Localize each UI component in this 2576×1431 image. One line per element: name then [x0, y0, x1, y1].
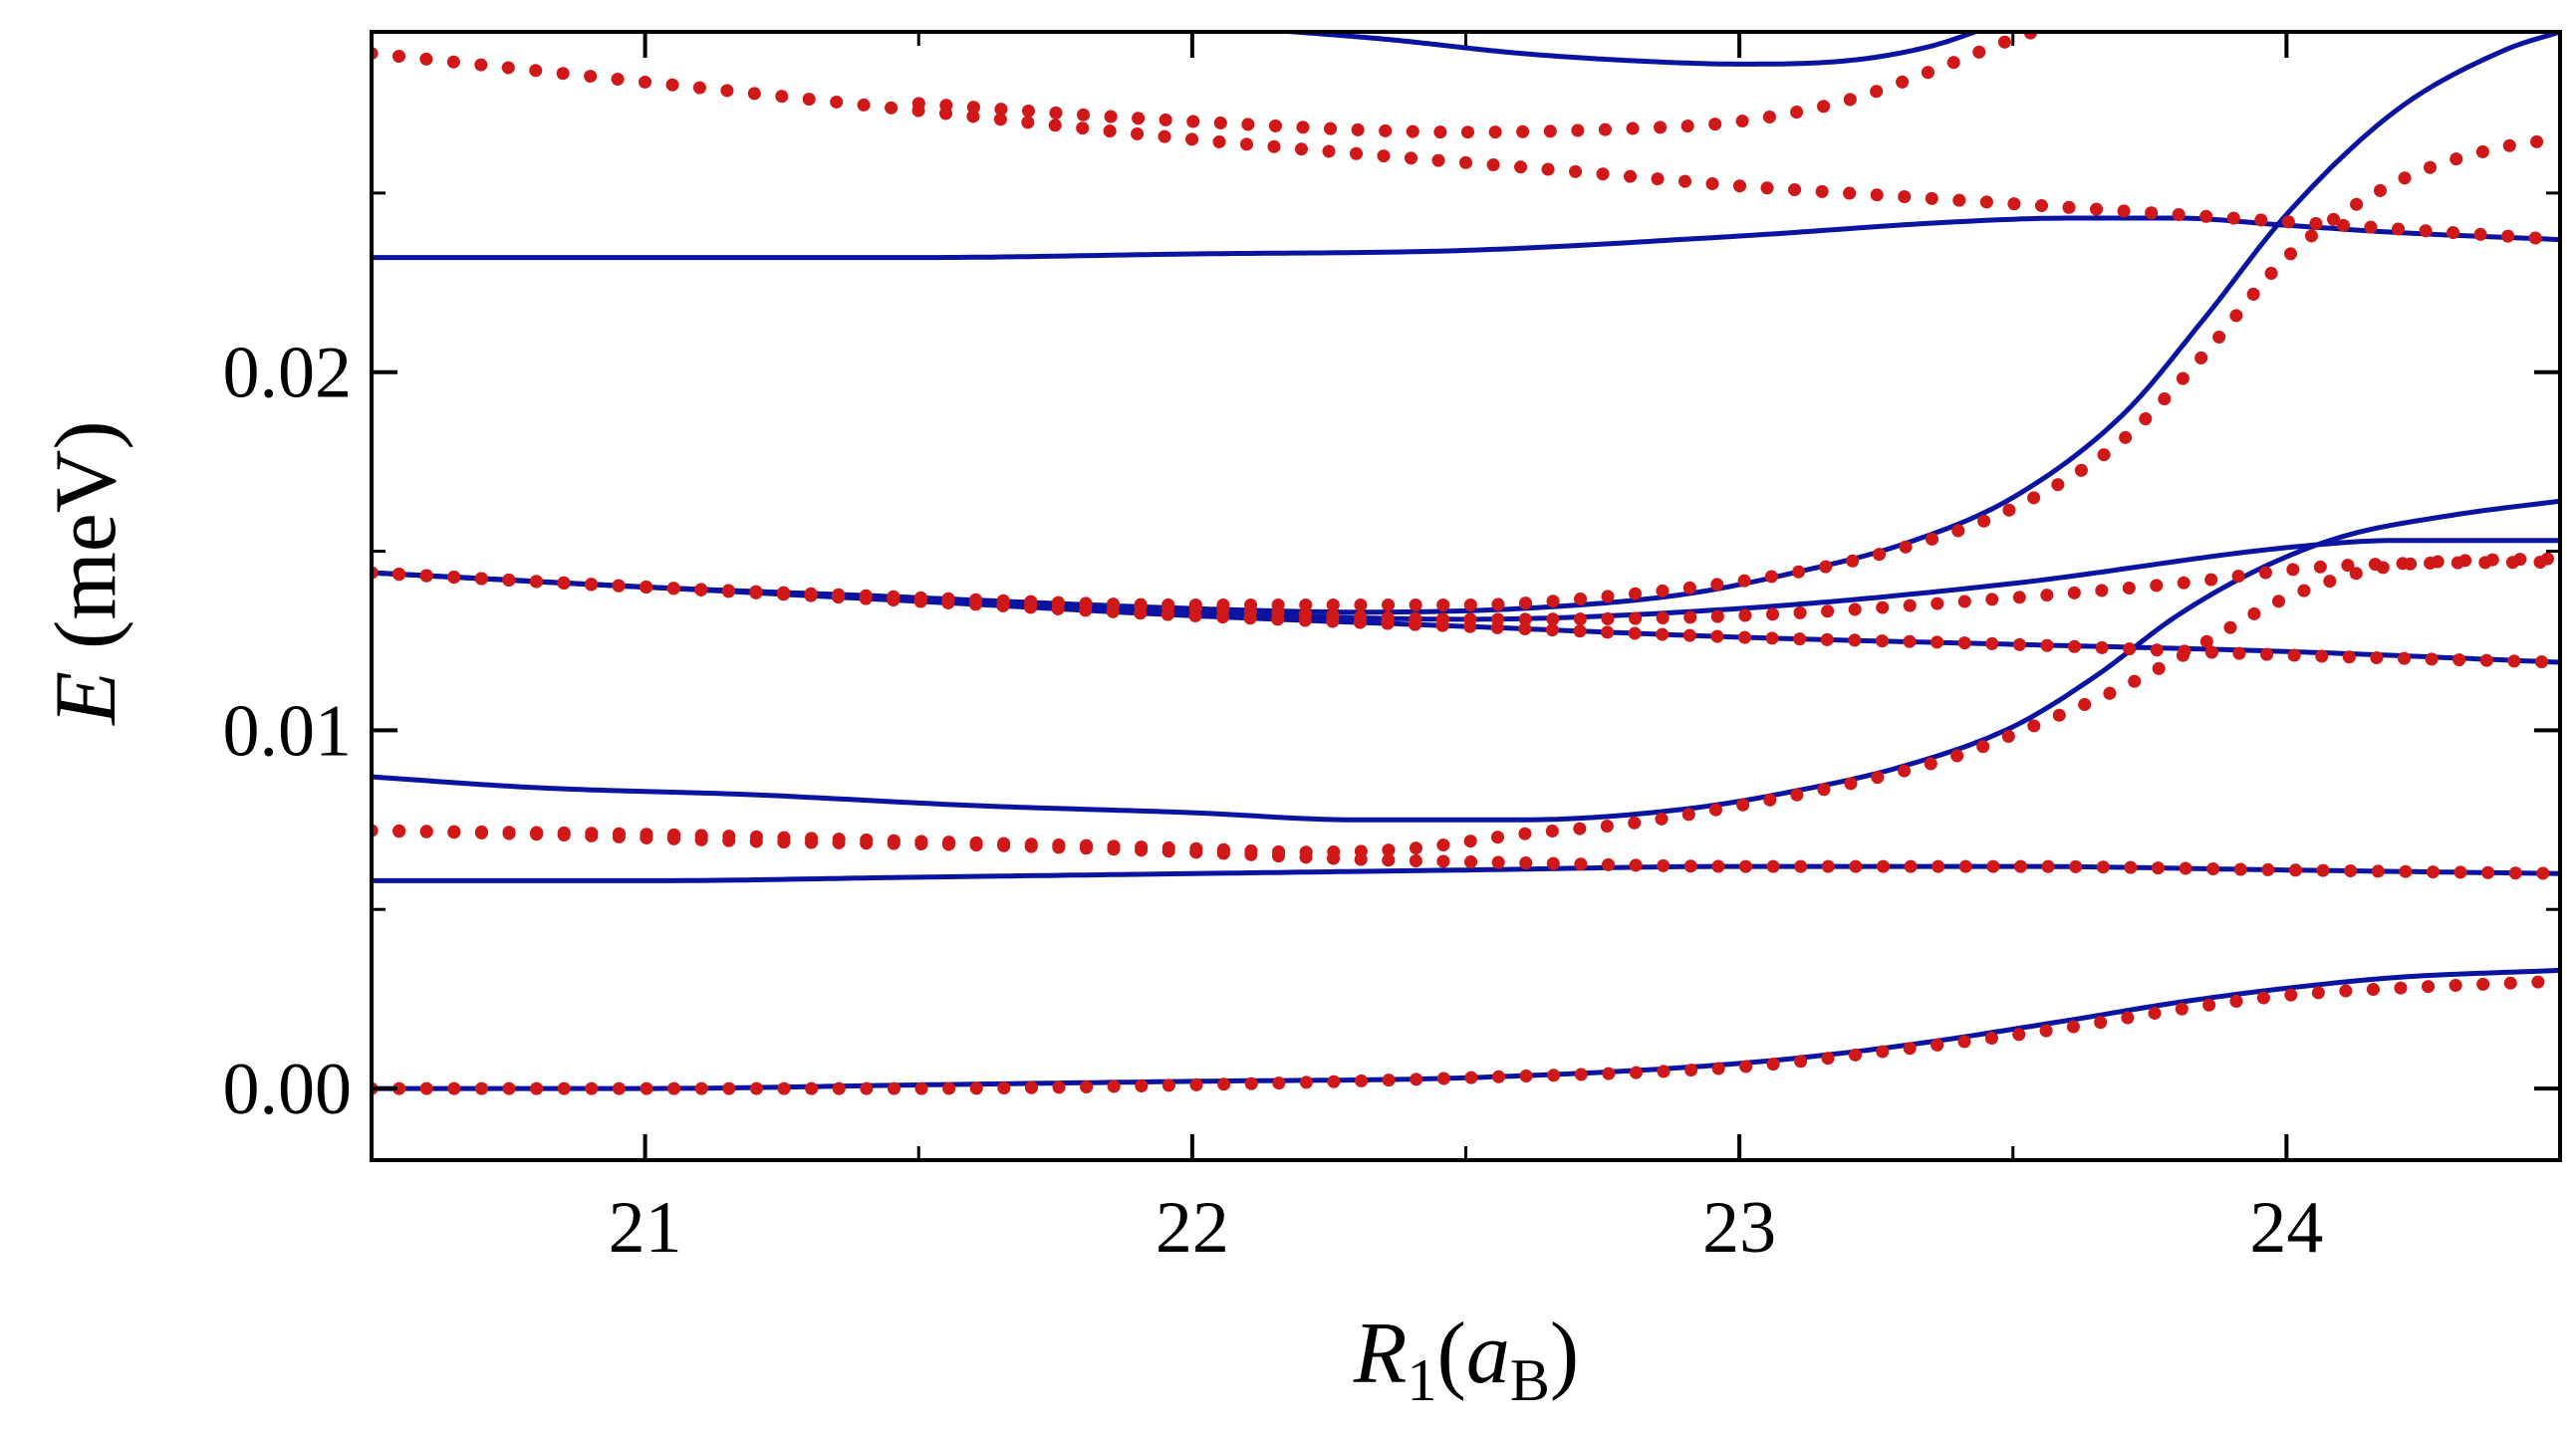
x-tick-label: 21: [609, 1187, 682, 1269]
y-tick-label: 0.01: [223, 690, 353, 772]
series-line-dotted-5: [372, 139, 2560, 605]
x-tick-label: 22: [1156, 1187, 1229, 1269]
series-line-solid-3: [372, 501, 2560, 820]
x-tick-label: 23: [1702, 1187, 1776, 1269]
label-layer: 21 22 23 24 0.00 0.01 0.02: [223, 333, 2324, 1269]
y-tick-label: 0.00: [223, 1049, 353, 1130]
series-layer: [372, 25, 2560, 1088]
x-tick-label: 24: [2249, 1187, 2323, 1269]
y-axis-title: E (meV): [38, 420, 134, 726]
series-line-solid-1: [372, 970, 2560, 1088]
series-line-dotted-8: [918, 25, 2056, 132]
series-line-dotted-1: [372, 981, 2560, 1088]
x-axis-title: R1(aB): [1353, 1306, 1579, 1413]
series-line-dotted-7: [372, 54, 2560, 240]
energy-level-chart: 21 22 23 24 0.00 0.01 0.02 R1(aB) E (meV): [0, 0, 2576, 1431]
series-line-solid-5: [372, 32, 2560, 612]
y-tick-label: 0.02: [223, 333, 353, 414]
series-line-solid-2: [372, 866, 2560, 880]
